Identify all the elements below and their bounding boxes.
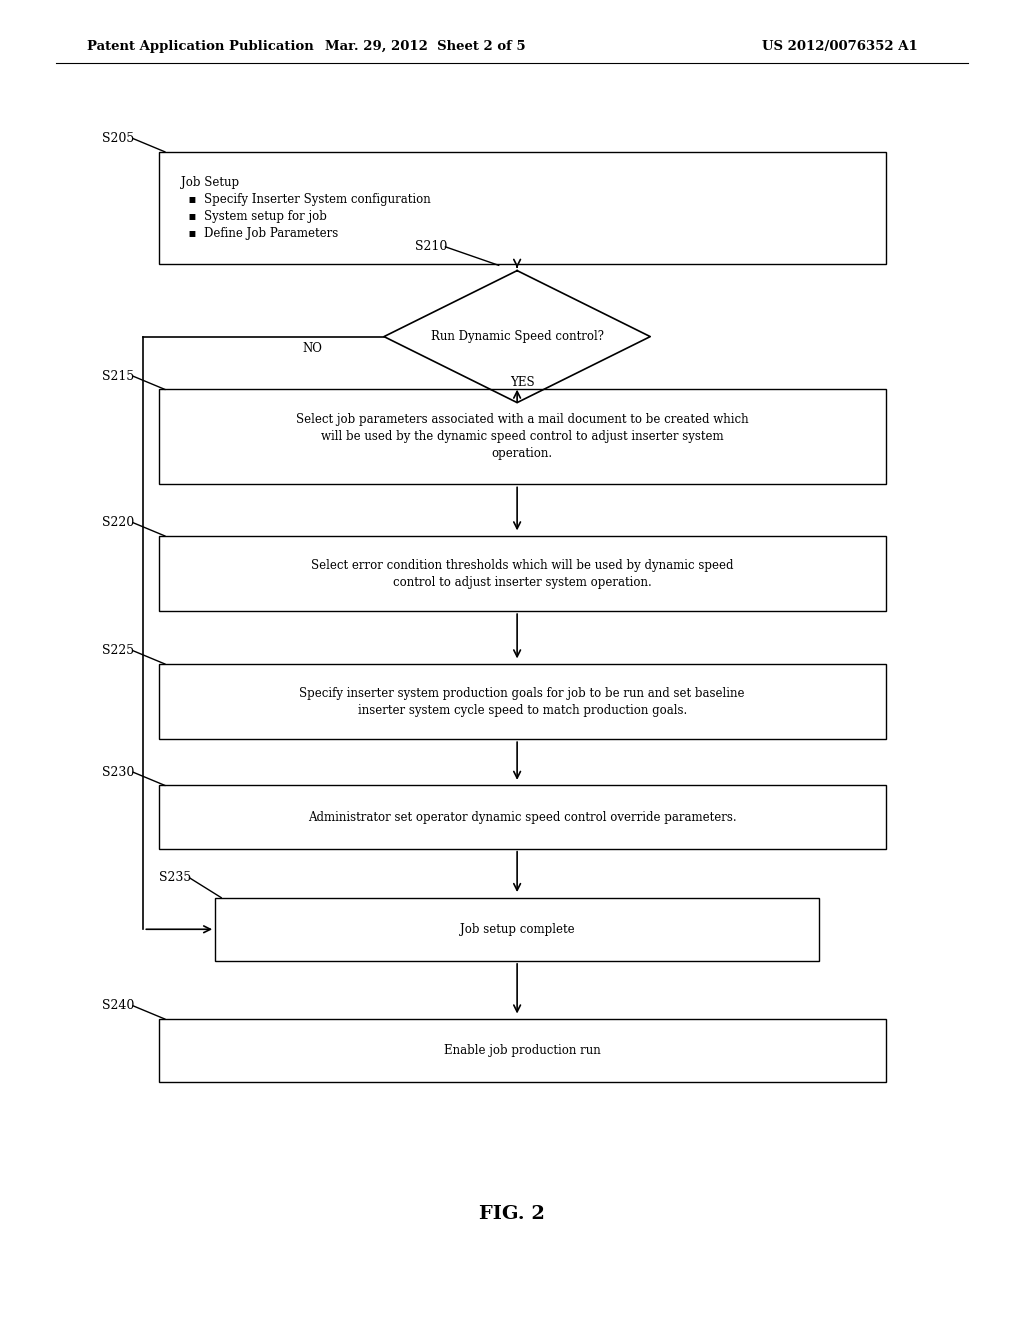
Bar bbox=[159, 536, 886, 611]
Bar bbox=[159, 152, 886, 264]
Text: S220: S220 bbox=[102, 516, 134, 529]
Text: S205: S205 bbox=[102, 132, 134, 145]
Text: S230: S230 bbox=[102, 766, 135, 779]
Text: Specify inserter system production goals for job to be run and set baseline
inse: Specify inserter system production goals… bbox=[299, 686, 745, 717]
Text: YES: YES bbox=[510, 376, 535, 389]
Text: Job setup complete: Job setup complete bbox=[460, 923, 574, 936]
Bar bbox=[159, 389, 886, 484]
Bar bbox=[159, 785, 886, 849]
Text: S225: S225 bbox=[102, 644, 134, 657]
Text: US 2012/0076352 A1: US 2012/0076352 A1 bbox=[762, 40, 918, 53]
Text: NO: NO bbox=[302, 342, 323, 355]
Bar bbox=[215, 898, 819, 961]
Text: Run Dynamic Speed control?: Run Dynamic Speed control? bbox=[431, 330, 603, 343]
Text: Administrator set operator dynamic speed control override parameters.: Administrator set operator dynamic speed… bbox=[308, 810, 736, 824]
Text: S210: S210 bbox=[415, 240, 447, 253]
Bar bbox=[159, 664, 886, 739]
Text: Patent Application Publication: Patent Application Publication bbox=[87, 40, 313, 53]
Text: Select error condition thresholds which will be used by dynamic speed
control to: Select error condition thresholds which … bbox=[311, 558, 733, 589]
Text: FIG. 2: FIG. 2 bbox=[479, 1205, 545, 1224]
Text: S235: S235 bbox=[159, 871, 190, 884]
Text: Select job parameters associated with a mail document to be created which
will b: Select job parameters associated with a … bbox=[296, 413, 749, 461]
Text: S215: S215 bbox=[102, 370, 134, 383]
Text: Enable job production run: Enable job production run bbox=[443, 1044, 601, 1057]
Text: Mar. 29, 2012  Sheet 2 of 5: Mar. 29, 2012 Sheet 2 of 5 bbox=[325, 40, 525, 53]
Text: Job Setup
  ▪  Specify Inserter System configuration
  ▪  System setup for job
 : Job Setup ▪ Specify Inserter System conf… bbox=[181, 176, 431, 240]
Text: S240: S240 bbox=[102, 999, 135, 1012]
Bar bbox=[159, 1019, 886, 1082]
